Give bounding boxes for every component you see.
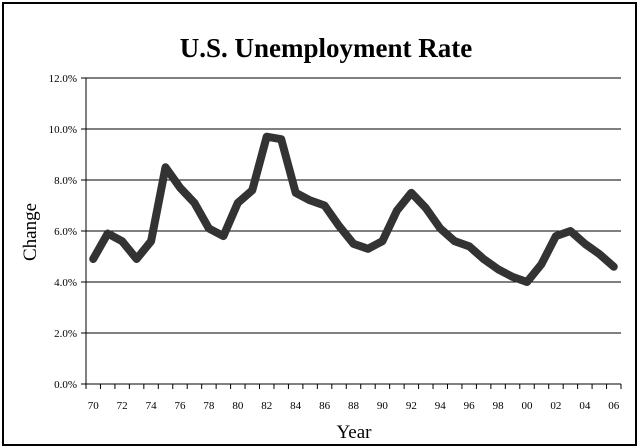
x-tick-label: 86 bbox=[319, 400, 331, 412]
x-tick-label: 04 bbox=[579, 400, 591, 412]
data-point bbox=[495, 266, 501, 272]
x-tick-label: 78 bbox=[203, 400, 215, 412]
data-point bbox=[322, 203, 328, 209]
x-tick-label: 00 bbox=[522, 400, 534, 412]
y-tick-label: 12.0% bbox=[49, 73, 77, 85]
data-point bbox=[524, 279, 530, 285]
data-point bbox=[249, 187, 255, 193]
data-point bbox=[437, 225, 443, 231]
chart-title: U.S. Unemployment Rate bbox=[180, 33, 472, 63]
y-tick-label: 6.0% bbox=[54, 226, 77, 238]
data-point bbox=[408, 190, 414, 196]
y-tick-label: 10.0% bbox=[49, 124, 77, 136]
data-point bbox=[510, 274, 516, 280]
data-point bbox=[134, 256, 140, 262]
y-tick-label: 2.0% bbox=[54, 328, 77, 340]
data-point bbox=[206, 225, 212, 231]
x-tick-label: 02 bbox=[550, 400, 561, 412]
x-tick-label: 84 bbox=[290, 400, 302, 412]
data-point bbox=[148, 238, 154, 244]
y-axis-label: Change bbox=[20, 203, 41, 261]
x-tick-label: 74 bbox=[146, 400, 158, 412]
x-tick-label: 70 bbox=[88, 400, 100, 412]
data-point bbox=[307, 197, 313, 203]
x-tick-label: 88 bbox=[348, 400, 360, 412]
data-point bbox=[293, 190, 299, 196]
x-tick-label: 98 bbox=[493, 400, 505, 412]
x-tick-label: 96 bbox=[464, 400, 476, 412]
x-tick-label: 76 bbox=[174, 400, 186, 412]
data-point bbox=[567, 228, 573, 234]
data-point bbox=[452, 238, 458, 244]
data-point bbox=[423, 205, 429, 211]
data-point bbox=[596, 251, 602, 257]
y-tick-label: 0.0% bbox=[54, 379, 77, 391]
x-tick-label: 06 bbox=[608, 400, 620, 412]
y-axis-ticks: 0.0% 2.0% 4.0% 6.0% 8.0% 10.0% 12.0% bbox=[49, 73, 86, 391]
data-point bbox=[394, 208, 400, 214]
data-point bbox=[481, 256, 487, 262]
data-point bbox=[90, 256, 96, 262]
y-tick-label: 4.0% bbox=[54, 277, 77, 289]
data-point bbox=[611, 264, 617, 270]
x-tick-label: 80 bbox=[232, 400, 244, 412]
data-point bbox=[105, 231, 111, 237]
data-point bbox=[163, 164, 169, 170]
data-point bbox=[278, 136, 284, 142]
data-point bbox=[235, 200, 241, 206]
x-tick-label: 82 bbox=[261, 400, 272, 412]
data-point bbox=[177, 185, 183, 191]
x-tick-label: 72 bbox=[117, 400, 128, 412]
x-axis-ticks: 70 72 74 76 78 80 82 84 86 88 90 92 94 96 98 00 02 04 06 bbox=[85, 384, 622, 412]
data-point bbox=[466, 243, 472, 249]
unemployment-series-line bbox=[89, 132, 618, 286]
data-point bbox=[191, 200, 197, 206]
x-tick-label: 94 bbox=[435, 400, 447, 412]
x-tick-label: 90 bbox=[377, 400, 389, 412]
data-point bbox=[553, 233, 559, 239]
y-tick-label: 8.0% bbox=[54, 175, 77, 187]
data-point bbox=[582, 241, 588, 247]
data-point bbox=[264, 134, 270, 140]
x-tick-label: 92 bbox=[406, 400, 417, 412]
data-point bbox=[119, 238, 125, 244]
data-point bbox=[220, 233, 226, 239]
data-point bbox=[379, 238, 385, 244]
data-point bbox=[336, 223, 342, 229]
data-point bbox=[538, 261, 544, 267]
data-point bbox=[365, 246, 371, 252]
data-point bbox=[351, 241, 357, 247]
x-axis-label: Year bbox=[336, 422, 372, 443]
